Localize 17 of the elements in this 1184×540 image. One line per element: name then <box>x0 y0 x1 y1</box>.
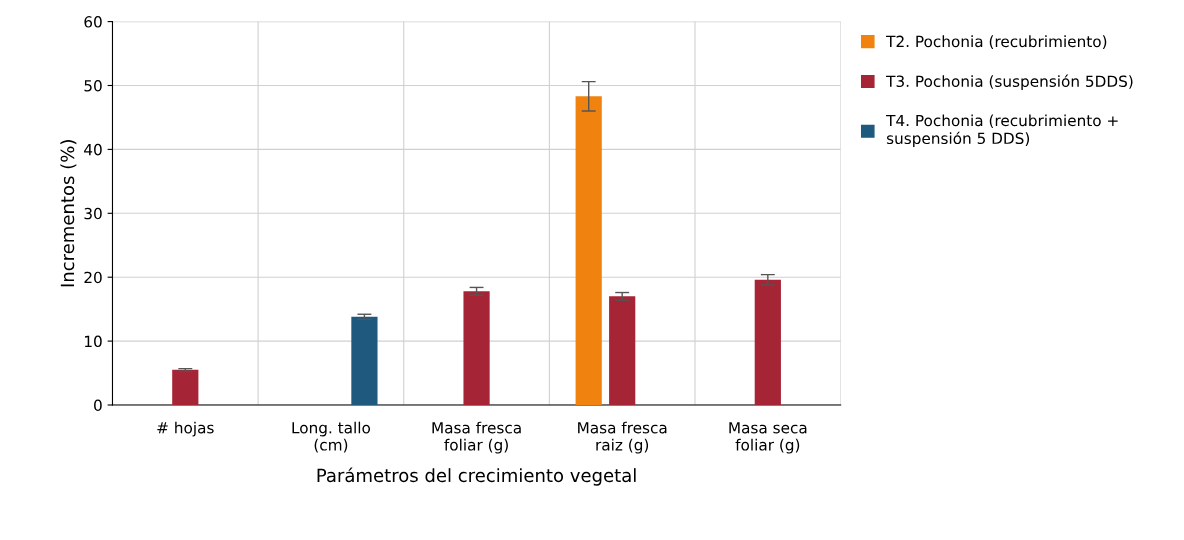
x-axis-title: Parámetros del crecimiento vegetal <box>317 467 636 486</box>
x-tick-label: Masa fresca foliar (g) <box>432 421 521 454</box>
legend-label: T4. Pochonia (recubrimiento + suspensión 5 DDS) <box>886 114 1118 148</box>
y-tick-label: 0 <box>94 399 102 412</box>
y-axis-title: Incrementos (%) <box>60 140 77 287</box>
x-tick-label: # hojas <box>157 421 214 437</box>
x-tick-label: Masa seca foliar (g) <box>729 422 807 454</box>
y-tick-label: 20 <box>84 271 102 284</box>
legend-label: T3. Pochonia (suspensión 5DDS) <box>886 74 1133 90</box>
x-tick-label: Long. tallo (cm) <box>292 421 371 453</box>
y-tick-label: 10 <box>84 335 102 348</box>
legend-label: T2. Pochonia (recubrimiento) <box>886 35 1107 49</box>
y-tick-label: 60 <box>84 16 102 28</box>
x-tick-label: Masa fresca raiz (g) <box>578 421 667 454</box>
y-tick-label: 30 <box>84 207 102 220</box>
y-tick-label: 40 <box>84 143 102 156</box>
y-tick-label: 50 <box>84 79 102 92</box>
